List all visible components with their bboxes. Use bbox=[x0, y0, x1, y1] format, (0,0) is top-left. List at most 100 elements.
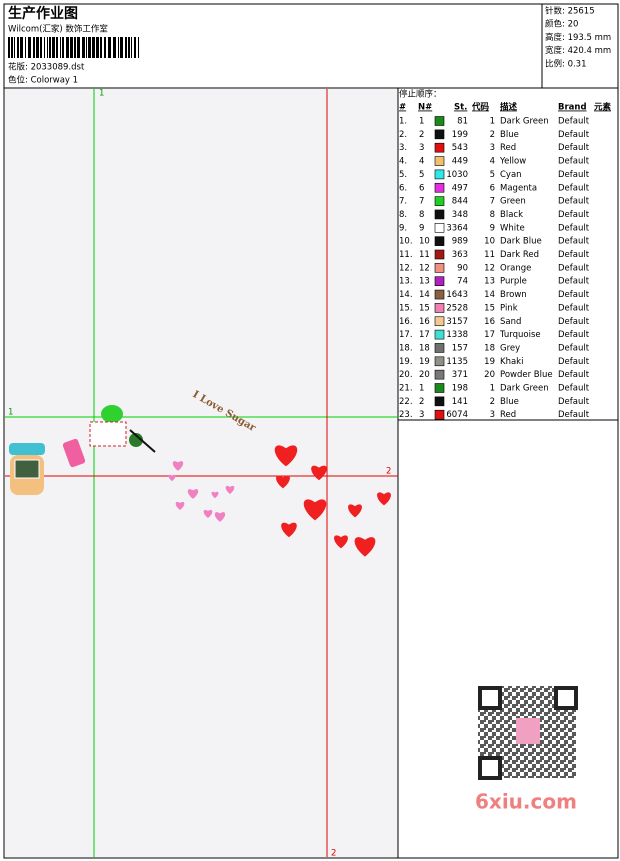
bar bbox=[60, 37, 61, 58]
code: 1 bbox=[490, 117, 495, 127]
color-swatch bbox=[434, 236, 445, 246]
description: Orange bbox=[500, 263, 531, 273]
description: Blue bbox=[500, 130, 519, 140]
description: Black bbox=[500, 210, 523, 220]
watermark: 6xiu.com bbox=[475, 790, 577, 814]
description: Dark Green bbox=[500, 117, 549, 127]
row-index: 23. bbox=[399, 410, 413, 420]
row-index: 11. bbox=[399, 250, 413, 260]
row-index: 16. bbox=[399, 317, 413, 327]
code: 8 bbox=[490, 210, 495, 220]
needle: 15 bbox=[419, 303, 430, 313]
stitches: 497 bbox=[452, 183, 468, 193]
row-index: 19. bbox=[399, 357, 413, 367]
row-index: 6. bbox=[399, 183, 407, 193]
stitches: 199 bbox=[452, 130, 468, 140]
brand: Default bbox=[558, 330, 590, 340]
brand: Default bbox=[558, 343, 590, 353]
stitches: 157 bbox=[452, 343, 468, 353]
description: Dark Red bbox=[500, 250, 539, 260]
description: Grey bbox=[500, 343, 520, 353]
color-swatch bbox=[434, 209, 445, 220]
brand: Default bbox=[558, 317, 590, 327]
table-header: 代码 bbox=[471, 102, 490, 113]
stitches: 2528 bbox=[446, 303, 468, 313]
stitches: 74 bbox=[457, 277, 468, 287]
code: 7 bbox=[490, 197, 495, 207]
stitches: 989 bbox=[452, 237, 468, 247]
needle: 12 bbox=[419, 263, 430, 273]
brand: Default bbox=[558, 157, 590, 167]
stitches: 1030 bbox=[446, 170, 468, 180]
bar bbox=[125, 37, 127, 58]
brand: Default bbox=[558, 357, 590, 367]
bar bbox=[96, 37, 99, 58]
table-header: N# bbox=[418, 103, 432, 113]
brand: Default bbox=[558, 197, 590, 207]
table-header: 元素 bbox=[594, 102, 612, 113]
bar bbox=[36, 37, 39, 58]
bar bbox=[74, 37, 76, 58]
row-index: 10. bbox=[399, 237, 413, 247]
description: Brown bbox=[500, 290, 527, 300]
brand: Default bbox=[558, 290, 590, 300]
description: Red bbox=[500, 410, 516, 420]
row-index: 22. bbox=[399, 397, 413, 407]
bar bbox=[138, 37, 139, 58]
brand: Default bbox=[558, 384, 590, 394]
barcode bbox=[8, 37, 139, 58]
stitches: 3364 bbox=[446, 223, 468, 233]
guide-label: 2 bbox=[331, 849, 336, 859]
description: Sand bbox=[500, 317, 521, 327]
row-index: 5. bbox=[399, 170, 407, 180]
description: Pink bbox=[500, 303, 518, 313]
row-index: 15. bbox=[399, 303, 413, 313]
bar bbox=[52, 37, 55, 58]
bar bbox=[33, 37, 35, 58]
code: 15 bbox=[484, 303, 495, 313]
description: White bbox=[500, 223, 525, 233]
needle: 2 bbox=[419, 397, 424, 407]
brand: Default bbox=[558, 410, 590, 420]
design-canvas bbox=[5, 89, 398, 857]
stitches: 449 bbox=[452, 157, 468, 167]
code: 12 bbox=[484, 263, 495, 273]
table-header: # bbox=[399, 103, 406, 113]
code: 18 bbox=[484, 343, 495, 353]
table-header: St. bbox=[454, 103, 467, 113]
bar bbox=[8, 37, 10, 58]
row-index: 17. bbox=[399, 330, 413, 340]
color-swatch bbox=[434, 156, 445, 166]
description: Dark Blue bbox=[500, 237, 542, 247]
brand: Default bbox=[558, 263, 590, 273]
needle: 17 bbox=[419, 330, 430, 340]
color-swatch bbox=[434, 196, 445, 206]
bar bbox=[131, 37, 132, 58]
bar bbox=[88, 37, 91, 58]
color-swatch bbox=[434, 142, 445, 153]
brand: Default bbox=[558, 250, 590, 260]
color-swatch bbox=[434, 249, 445, 260]
bar bbox=[128, 37, 130, 58]
code: 2 bbox=[490, 130, 495, 140]
row-index: 21. bbox=[399, 384, 413, 394]
description: Powder Blue bbox=[500, 370, 553, 380]
row-index: 2. bbox=[399, 130, 407, 140]
bar bbox=[47, 37, 48, 58]
needle: 9 bbox=[419, 223, 424, 233]
color-swatch bbox=[434, 116, 445, 126]
bar bbox=[11, 37, 13, 58]
brand: Default bbox=[558, 370, 590, 380]
needle: 6 bbox=[419, 183, 424, 193]
brand: Default bbox=[558, 143, 590, 153]
description: Dark Green bbox=[500, 384, 549, 394]
row-index: 4. bbox=[399, 157, 407, 167]
bar bbox=[25, 37, 26, 58]
colorway: 色位: Colorway 1 bbox=[8, 75, 78, 86]
guide-label: 2 bbox=[386, 467, 391, 477]
bar bbox=[62, 37, 64, 58]
color-swatch bbox=[434, 129, 445, 140]
needle: 2 bbox=[419, 130, 424, 140]
brand: Default bbox=[558, 303, 590, 313]
bar bbox=[86, 37, 87, 58]
